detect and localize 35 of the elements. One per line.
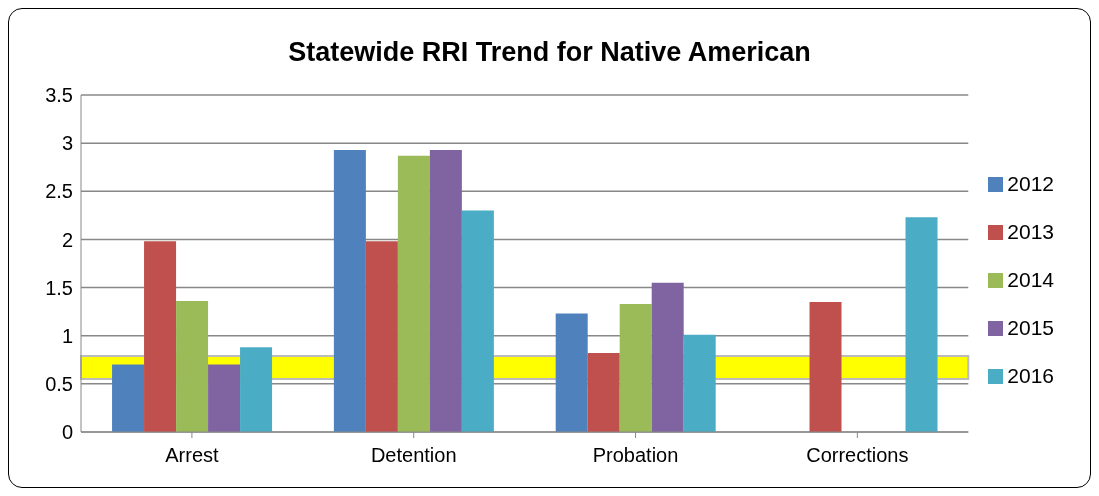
chart-title: Statewide RRI Trend for Native American: [287, 37, 812, 69]
legend-label: 2014: [1007, 267, 1054, 291]
bar: [683, 334, 716, 432]
bar: [240, 347, 273, 432]
bar: [397, 155, 430, 432]
y-tick-label: 0.5: [45, 372, 73, 395]
y-tick-label: 1: [61, 324, 73, 347]
x-tick-label: Corrections: [806, 444, 909, 467]
bar: [461, 210, 494, 432]
bar: [651, 282, 684, 432]
bar: [333, 149, 366, 432]
x-tick-label: Detention: [370, 444, 457, 467]
bar: [112, 364, 145, 432]
y-tick-label: 3.5: [45, 84, 73, 107]
legend-label: 2012: [1007, 171, 1054, 195]
y-tick-label: 1.5: [45, 276, 73, 299]
bar: [587, 353, 620, 432]
legend-label: 2016: [1007, 363, 1054, 387]
bar: [809, 302, 842, 432]
y-tick-label: 2.5: [45, 180, 73, 203]
y-tick-label: 3: [61, 132, 73, 155]
legend-label: 2015: [1007, 315, 1054, 339]
bar: [365, 241, 398, 432]
bar: [619, 303, 652, 432]
legend-label: 2013: [1007, 219, 1054, 243]
bar: [905, 217, 938, 432]
y-tick-label: 0: [61, 421, 73, 444]
bar: [208, 364, 241, 432]
x-tick-label: Arrest: [165, 444, 220, 467]
y-tick-label: 2: [61, 228, 73, 251]
bar: [176, 301, 209, 432]
x-tick-label: Probation: [592, 444, 679, 467]
bar: [429, 149, 462, 432]
bar: [555, 313, 588, 432]
bar: [144, 241, 177, 432]
